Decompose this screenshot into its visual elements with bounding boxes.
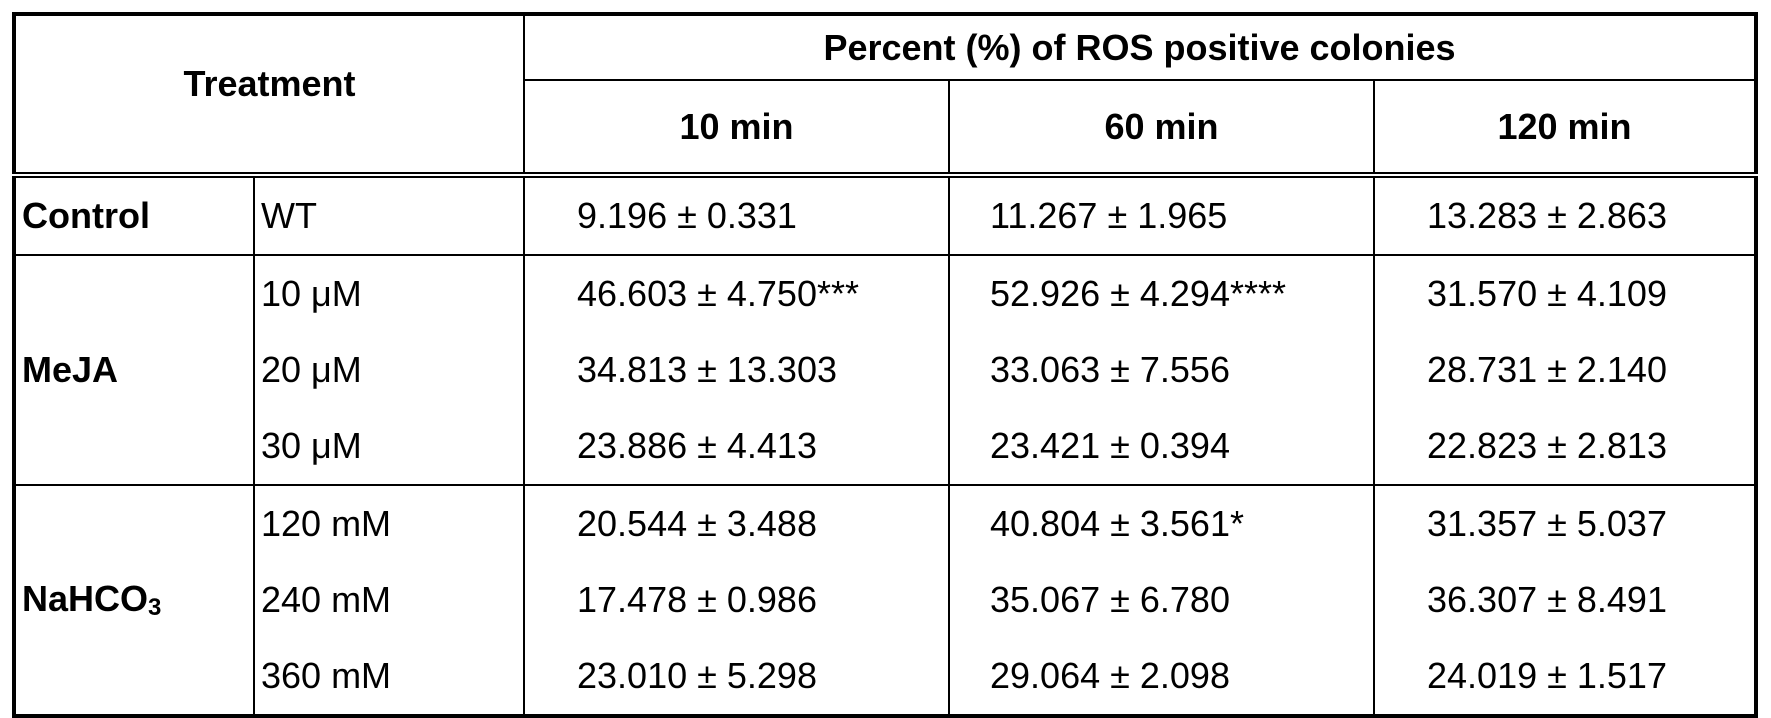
- value-cell: 34.813 ± 13.303: [524, 332, 950, 408]
- group-label-control: Control: [14, 175, 255, 256]
- table-row: 30 μM 23.886 ± 4.413 23.421 ± 0.394 22.8…: [14, 408, 1757, 486]
- table-row: 360 mM 23.010 ± 5.298 29.064 ± 2.098 24.…: [14, 638, 1756, 716]
- value-cell: 17.478 ± 0.986: [524, 562, 950, 638]
- value-cell: 11.267 ± 1.965: [949, 175, 1375, 256]
- value-cell: 9.196 ± 0.331: [524, 175, 950, 256]
- value-cell: 31.357 ± 5.037: [1427, 503, 1667, 544]
- table-row: 20 μM 34.813 ± 13.303 33.063 ± 7.556 28.…: [14, 332, 1756, 408]
- time-header-60: 60 min: [949, 80, 1375, 178]
- level-cell: 360 mM: [254, 638, 525, 716]
- value-cell: 28.731 ± 2.140: [1427, 349, 1667, 390]
- value-cell: 24.019 ± 1.517: [1427, 655, 1667, 696]
- value-cell: 40.804 ± 3.561*: [949, 485, 1375, 562]
- group-label-meja: MeJA: [14, 255, 255, 486]
- value-cell: 36.307 ± 8.491: [1427, 579, 1667, 620]
- table-row: 240 mM 17.478 ± 0.986 35.067 ± 6.780 36.…: [14, 562, 1756, 638]
- level-cell: 240 mM: [254, 562, 525, 638]
- group-label-main: NaHCO: [22, 578, 149, 619]
- value-cell: 52.926 ± 4.294****: [949, 255, 1375, 332]
- value-cell: 23.886 ± 4.413: [524, 408, 950, 486]
- value-cell: 35.067 ± 6.780: [949, 562, 1375, 638]
- value-cell: 29.064 ± 2.098: [949, 638, 1375, 716]
- treatment-header: Treatment: [14, 14, 525, 178]
- level-cell: 10 μM: [254, 255, 525, 332]
- group-label-nahco3: NaHCO3: [14, 485, 255, 716]
- value-cell: 20.544 ± 3.488: [524, 485, 950, 562]
- ros-table: Treatment Percent (%) of ROS positive co…: [12, 12, 1759, 718]
- value-cell: 13.283 ± 2.863: [1374, 175, 1757, 256]
- time-header-120: 120 min: [1374, 80, 1757, 178]
- level-cell: WT: [254, 175, 525, 256]
- level-cell: 20 μM: [254, 332, 525, 408]
- ros-percent-header: Percent (%) of ROS positive colonies: [524, 14, 1757, 82]
- level-cell: 30 μM: [254, 408, 525, 486]
- value-cell: 23.421 ± 0.394: [949, 408, 1375, 486]
- value-cell: 33.063 ± 7.556: [949, 332, 1375, 408]
- value-cell: 46.603 ± 4.750***: [524, 255, 950, 332]
- value-cell: 31.570 ± 4.109: [1427, 273, 1667, 314]
- table-row: MeJA 10 μM 46.603 ± 4.750*** 52.926 ± 4.…: [14, 255, 1756, 486]
- group-label-subscript: 3: [148, 594, 162, 621]
- level-cell: 120 mM: [254, 485, 525, 562]
- table-row: Control WT 9.196 ± 0.331 11.267 ± 1.965 …: [14, 175, 1757, 256]
- value-cell: 23.010 ± 5.298: [524, 638, 950, 716]
- table-row: NaHCO3 120 mM 20.544 ± 3.488 40.804 ± 3.…: [14, 485, 1756, 716]
- time-header-10: 10 min: [524, 80, 950, 178]
- value-cell: 22.823 ± 2.813: [1374, 408, 1757, 486]
- ros-table-container: Treatment Percent (%) of ROS positive co…: [12, 12, 1759, 718]
